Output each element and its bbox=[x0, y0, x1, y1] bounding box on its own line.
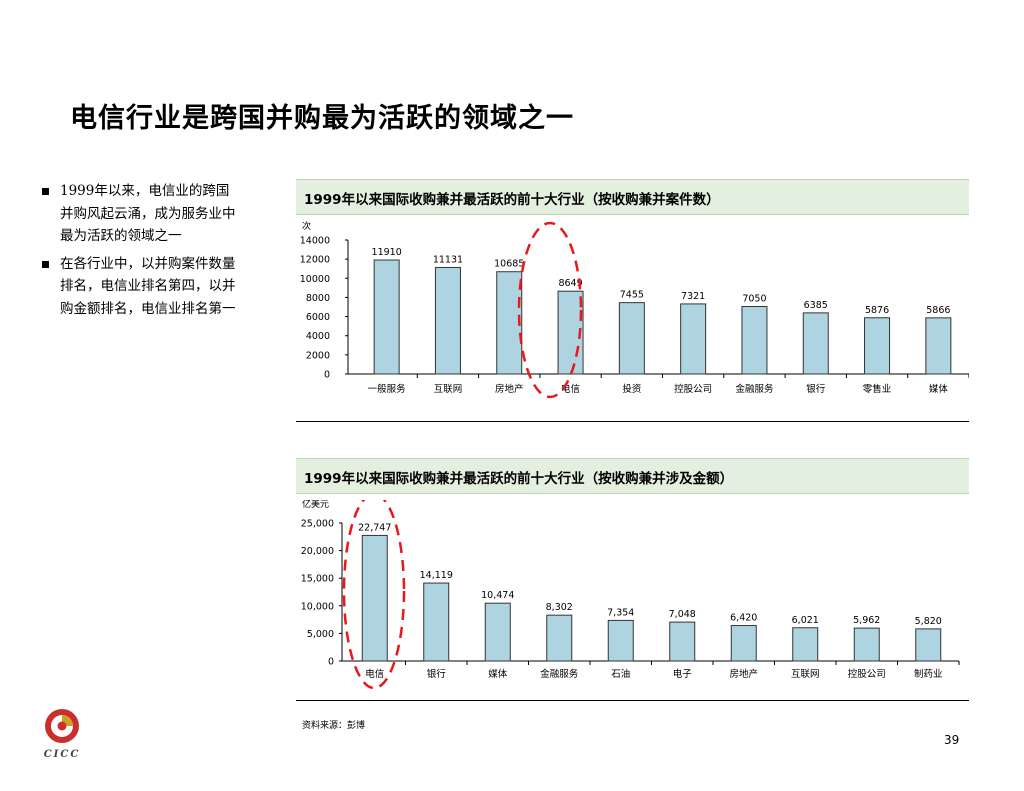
data-label: 11131 bbox=[433, 254, 463, 265]
bar-电信 bbox=[361, 534, 388, 662]
y-tick-label: 15,000 bbox=[301, 574, 334, 585]
chart-panel-deal-count: 1999年以来国际收购兼并最活跃的前十大行业（按收购兼并案件数） 次 0 2000 4… bbox=[296, 179, 969, 424]
bar-银行 bbox=[802, 312, 829, 375]
data-label: 7455 bbox=[620, 290, 644, 301]
x-category-label: 媒体 bbox=[488, 668, 508, 680]
bar-互联网 bbox=[434, 266, 461, 375]
y-tick-label: 0 bbox=[328, 657, 334, 668]
bar-控股公司 bbox=[680, 303, 707, 375]
x-category-label: 一般服务 bbox=[368, 383, 407, 395]
data-label: 22,747 bbox=[358, 522, 391, 533]
bar-chart-deal-count: 次 0 2000 4000 6000 8000 10000 12000 14000 11910 一般… bbox=[300, 221, 969, 399]
cicc-logo: CICC bbox=[44, 709, 81, 760]
x-category-label: 电子 bbox=[673, 668, 693, 680]
bar-电子 bbox=[669, 621, 696, 662]
data-label: 11910 bbox=[372, 247, 402, 258]
bar-零售业 bbox=[864, 317, 891, 375]
bar-房地产 bbox=[730, 625, 757, 662]
y-tick-label: 12000 bbox=[300, 255, 330, 266]
data-label: 5866 bbox=[926, 305, 950, 316]
y-axis-unit-label: 次 bbox=[302, 221, 311, 232]
y-tick-label: 0 bbox=[324, 370, 330, 381]
page-number: 39 bbox=[944, 733, 960, 747]
data-label: 6385 bbox=[804, 300, 828, 311]
bullet-square-icon bbox=[42, 188, 49, 195]
y-tick-label: 4000 bbox=[306, 331, 330, 342]
chart-bottom-rule bbox=[296, 700, 969, 701]
x-category-label: 金融服务 bbox=[540, 668, 579, 680]
y-tick-label: 8000 bbox=[306, 293, 330, 304]
x-category-label: 互联网 bbox=[434, 384, 463, 395]
x-category-label: 房地产 bbox=[495, 383, 524, 395]
cicc-logo-icon bbox=[45, 709, 79, 743]
x-category-label: 电信 bbox=[365, 668, 384, 680]
bar-一般服务 bbox=[373, 259, 400, 375]
x-category-label: 银行 bbox=[806, 383, 826, 395]
data-label: 5,962 bbox=[853, 615, 880, 626]
highlight-ellipse bbox=[517, 221, 583, 399]
x-category-label: 银行 bbox=[427, 668, 447, 680]
data-label: 8649 bbox=[558, 278, 582, 289]
source-note: 资料来源：彭博 bbox=[302, 721, 366, 731]
bar-chart-deal-value: 亿美元 0 5,000 10,000 15,000 20,000 25,000 22,747 电… bbox=[301, 500, 960, 690]
bullet-text: 1999年以来，电信业的跨国并购风起云涌，成为服务业中最为活跃的领域之一 bbox=[60, 183, 236, 244]
chart-header: 1999年以来国际收购兼并最活跃的前十大行业（按收购兼并案件数） bbox=[296, 179, 969, 215]
bar-互联网 bbox=[792, 627, 819, 662]
y-tick-label: 10,000 bbox=[301, 601, 334, 612]
data-label: 6,420 bbox=[730, 613, 757, 624]
bar-媒体 bbox=[484, 602, 511, 662]
y-tick-label: 10000 bbox=[300, 274, 330, 285]
data-label: 7050 bbox=[742, 294, 766, 305]
bar-石油 bbox=[607, 619, 634, 662]
data-label: 7,048 bbox=[669, 609, 696, 620]
y-tick-label: 6000 bbox=[306, 312, 330, 323]
bullet-item: 1999年以来，电信业的跨国并购风起云涌，成为服务业中最为活跃的领域之一 bbox=[40, 180, 240, 248]
y-tick-label: 20,000 bbox=[301, 546, 334, 557]
page-title: 电信行业是跨国并购最为活跃的领域之一 bbox=[70, 103, 574, 134]
data-label: 5,820 bbox=[915, 616, 942, 627]
bar-金融服务 bbox=[546, 614, 573, 662]
x-category-label: 投资 bbox=[622, 383, 642, 395]
bar-控股公司 bbox=[853, 627, 880, 662]
x-category-label: 零售业 bbox=[863, 383, 892, 395]
data-label: 6,021 bbox=[792, 615, 819, 626]
data-label: 8,302 bbox=[546, 602, 573, 613]
data-label: 14,119 bbox=[420, 570, 453, 581]
chart-panel-deal-value: 1999年以来国际收购兼并最活跃的前十大行业（按收购兼并涉及金额） 亿美元 0 5,… bbox=[296, 458, 969, 703]
data-label: 7,354 bbox=[607, 607, 634, 618]
y-tick-label: 2000 bbox=[306, 350, 330, 361]
chart-title: 1999年以来国际收购兼并最活跃的前十大行业（按收购兼并案件数） bbox=[304, 192, 720, 208]
x-category-label: 控股公司 bbox=[848, 668, 886, 680]
bar-银行 bbox=[423, 582, 450, 662]
bar-投资 bbox=[618, 302, 645, 375]
bullet-text: 在各行业中，以并购案件数量排名，电信业排名第四，以并购金额排名，电信业排名第一 bbox=[60, 255, 236, 317]
x-category-label: 房地产 bbox=[729, 668, 758, 680]
bullet-list: 1999年以来，电信业的跨国并购风起云涌，成为服务业中最为活跃的领域之一 在各行… bbox=[40, 180, 240, 325]
data-label: 10,474 bbox=[481, 590, 514, 601]
chart-header: 1999年以来国际收购兼并最活跃的前十大行业（按收购兼并涉及金额） bbox=[296, 458, 969, 494]
x-category-label: 金融服务 bbox=[735, 383, 774, 395]
bar-金融服务 bbox=[741, 306, 768, 375]
data-label: 5876 bbox=[865, 305, 889, 316]
cicc-logo-text: CICC bbox=[44, 749, 81, 760]
y-tick-label: 25,000 bbox=[301, 519, 334, 530]
data-label: 7321 bbox=[681, 291, 705, 302]
y-axis-unit-label: 亿美元 bbox=[302, 500, 329, 510]
y-tick-label: 14000 bbox=[300, 236, 330, 247]
x-category-label: 制药业 bbox=[914, 668, 943, 680]
bar-制药业 bbox=[915, 628, 942, 662]
chart-title: 1999年以来国际收购兼并最活跃的前十大行业（按收购兼并涉及金额） bbox=[304, 471, 734, 487]
x-category-label: 媒体 bbox=[929, 383, 949, 395]
x-category-label: 石油 bbox=[611, 668, 630, 680]
bar-房地产 bbox=[496, 271, 523, 375]
bar-媒体 bbox=[925, 317, 952, 375]
x-category-label: 互联网 bbox=[791, 669, 820, 680]
x-category-label: 控股公司 bbox=[674, 383, 712, 395]
bullet-item: 在各行业中，以并购案件数量排名，电信业排名第四，以并购金额排名，电信业排名第一 bbox=[40, 253, 240, 321]
y-tick-label: 5,000 bbox=[307, 629, 334, 640]
data-label: 10685 bbox=[494, 259, 524, 270]
chart-bottom-rule bbox=[296, 421, 969, 422]
highlight-ellipse bbox=[342, 500, 406, 690]
bullet-square-icon bbox=[42, 260, 49, 268]
